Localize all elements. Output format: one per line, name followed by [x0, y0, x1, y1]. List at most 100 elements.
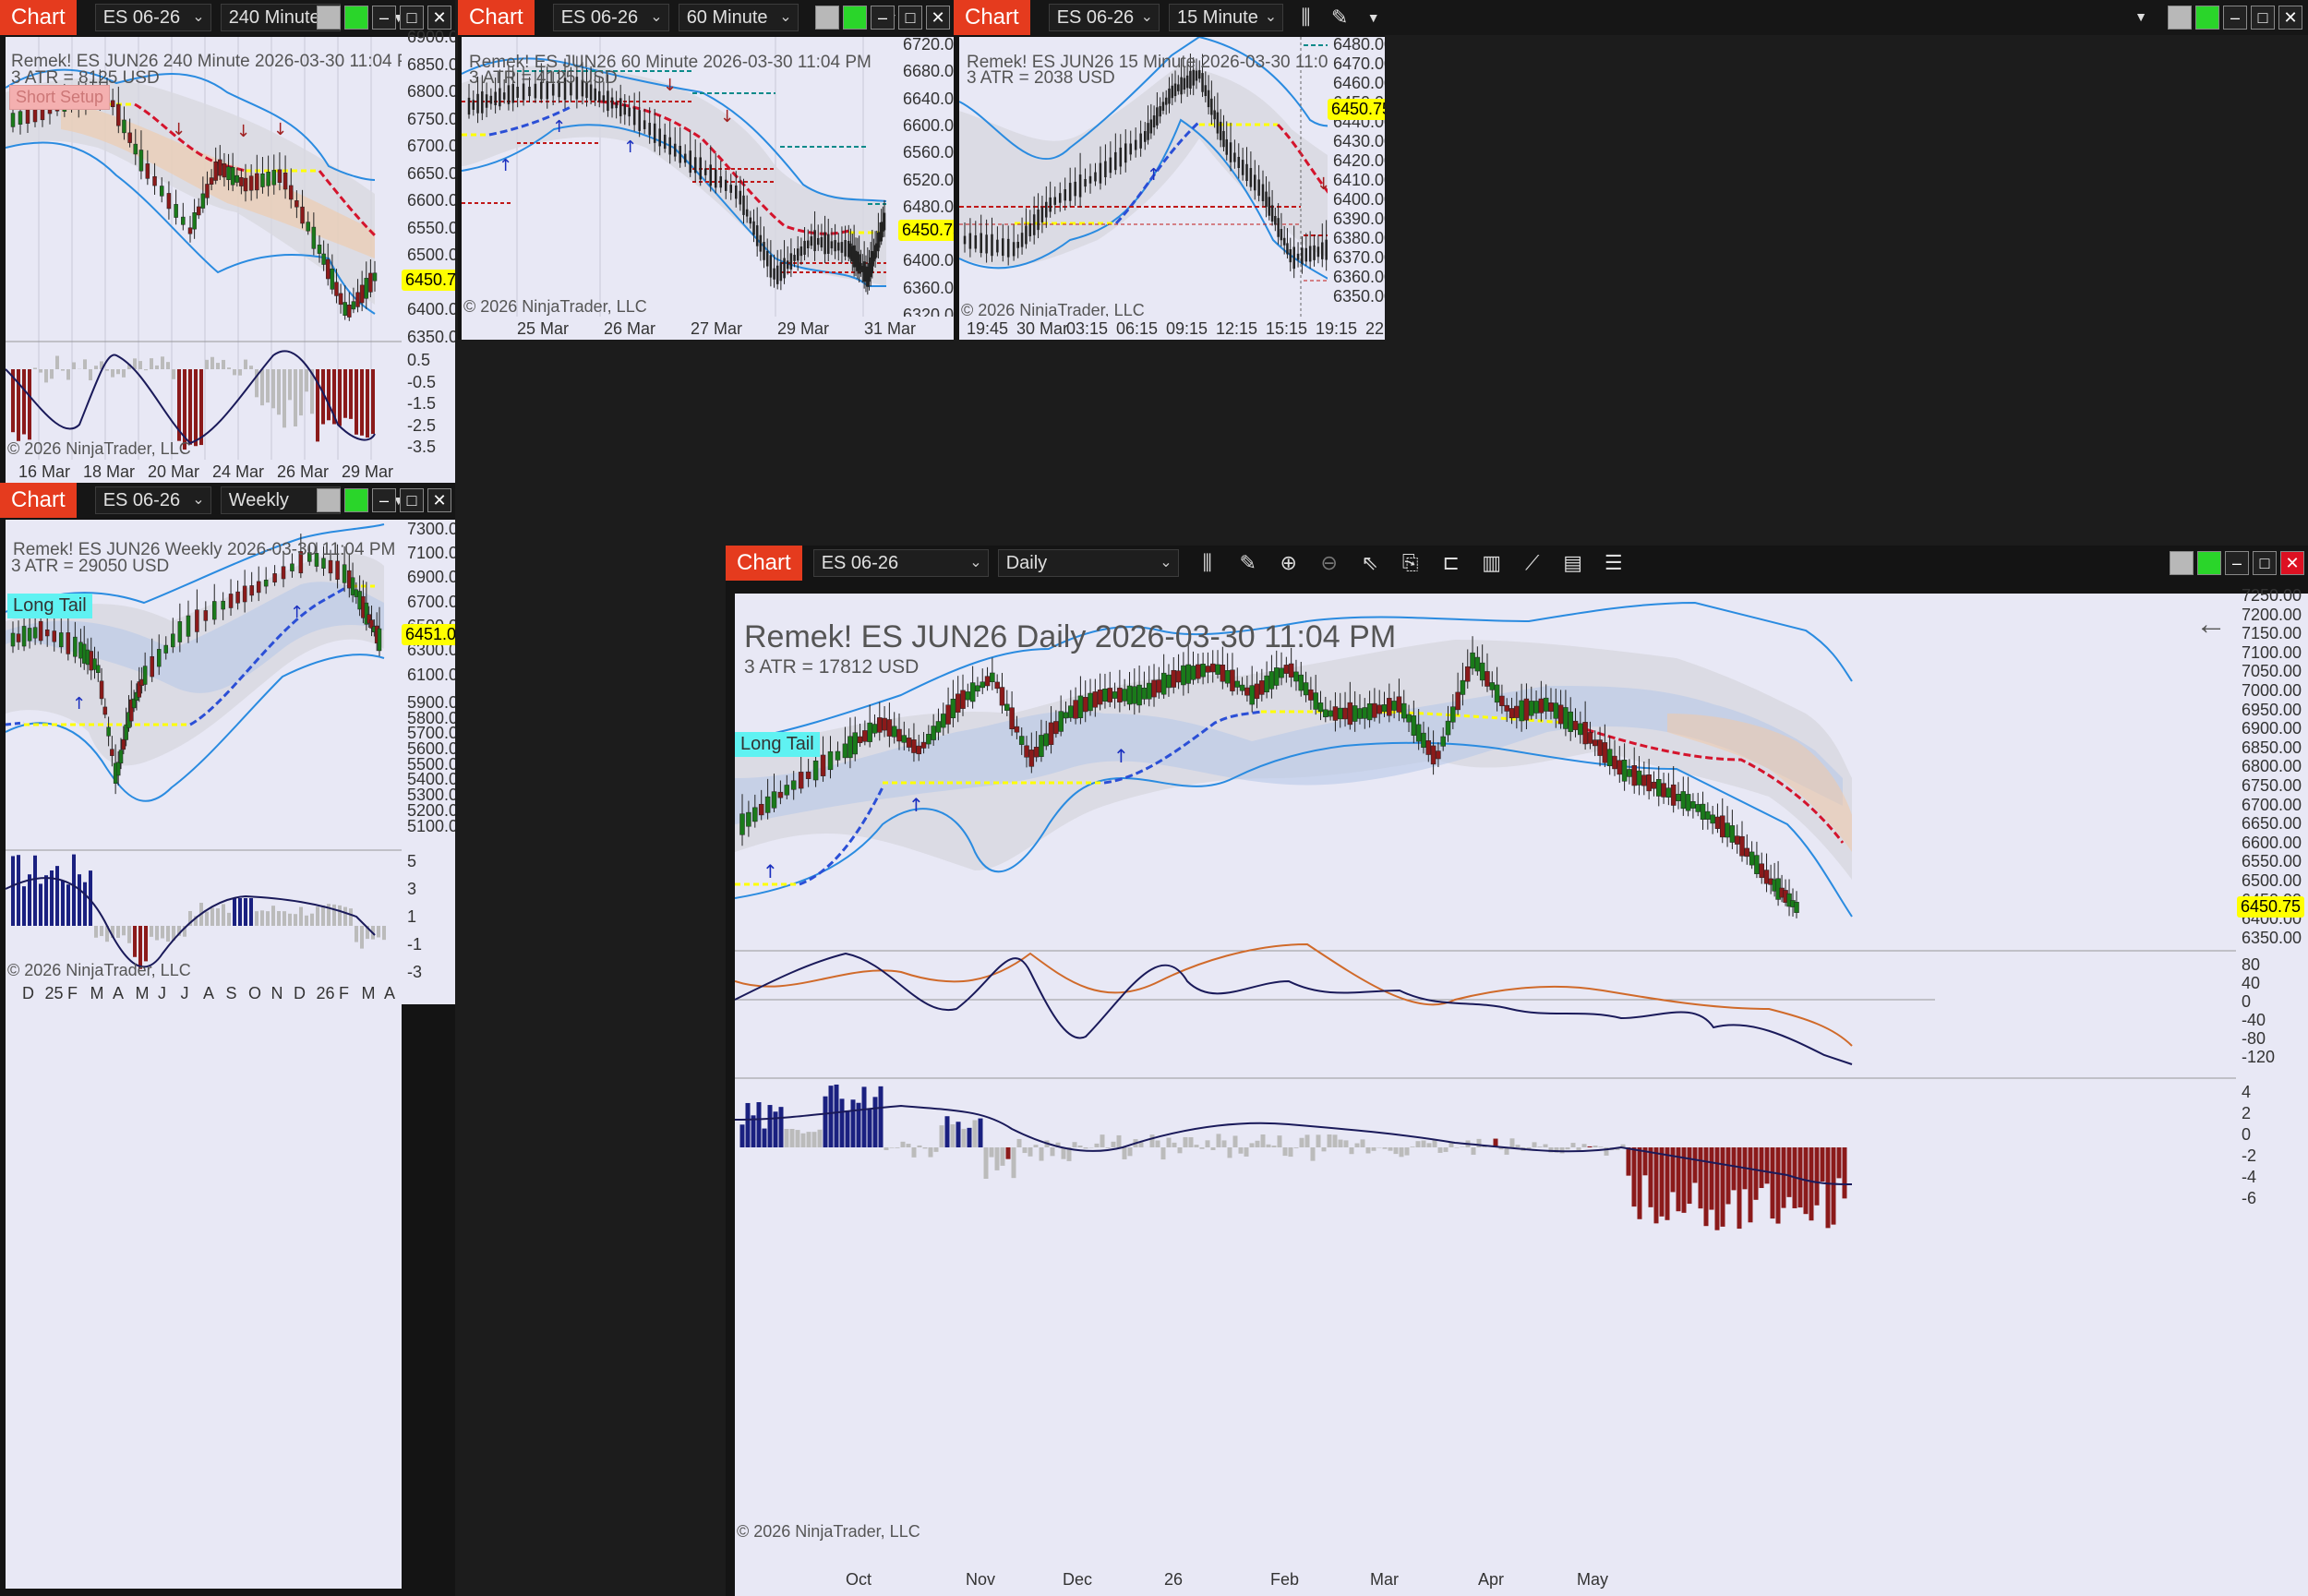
minimize-button[interactable]: – — [372, 488, 396, 512]
candle-body — [494, 91, 497, 105]
link-grey-button[interactable] — [2168, 6, 2192, 30]
list-icon[interactable]: ☰ — [1604, 551, 1623, 574]
maximize-button[interactable]: □ — [2253, 551, 2277, 575]
maximize-button[interactable]: □ — [898, 6, 922, 30]
maximize-button[interactable]: □ — [400, 6, 424, 30]
indicators-icon[interactable]: ▥ — [1482, 551, 1502, 574]
histogram-bar — [271, 369, 275, 409]
close-button[interactable]: ✕ — [2278, 6, 2302, 30]
link-grey-button[interactable] — [317, 6, 341, 30]
close-button[interactable]: ✕ — [926, 6, 950, 30]
close-button[interactable]: ✕ — [2280, 551, 2304, 575]
time-axis-tick: M — [361, 984, 376, 1002]
candle-body — [300, 206, 305, 224]
strategies-icon[interactable]: ⟋ — [1524, 551, 1540, 574]
candle-body — [1470, 652, 1475, 669]
instrument-selector[interactable]: ES 06-26 ⌄ — [552, 4, 669, 31]
minimize-button[interactable]: – — [372, 6, 396, 30]
histogram-bar — [155, 926, 159, 941]
chart-area[interactable]: ↑ ↑ Remek! ES JUN26 Weekly 2026-03-30 11… — [6, 520, 402, 1589]
histogram-bar — [1205, 1140, 1210, 1147]
instrument-selector[interactable]: ES 06-26 ⌄ — [1048, 4, 1160, 31]
link-green-button[interactable] — [344, 488, 368, 512]
histogram-bar — [1188, 1136, 1194, 1147]
candle-body — [1621, 760, 1628, 782]
candle-body — [920, 741, 927, 749]
histogram-bar — [828, 1086, 834, 1147]
link-green-button[interactable] — [2197, 551, 2221, 575]
histogram-bar — [1509, 1138, 1515, 1147]
link-green-button[interactable] — [344, 6, 368, 30]
minimize-button[interactable]: – — [2225, 551, 2249, 575]
chart-area[interactable]: ↑ ↓ Remek! ES JUN26 15 Minute 2026-03-30… — [959, 37, 1385, 319]
chart-tab[interactable]: Chart — [954, 0, 1030, 35]
histogram-bar — [33, 367, 37, 369]
instrument-selector[interactable]: ES 06-26 ⌄ — [812, 549, 989, 577]
osc-axis-tick: -3 — [407, 963, 423, 981]
instrument-selector[interactable]: ES 06-26 ⌄ — [94, 4, 211, 31]
chart-area[interactable]: ↑ ↑ ↑ Remek! ES JUN26 Daily 2026-03-30 1… — [735, 594, 2236, 1565]
time-axis: 19:45 30 Mar 03:15 06:15 09:15 12:15 15:15 19:1… — [959, 317, 1385, 340]
candle-body — [844, 240, 847, 257]
candle-body — [1602, 742, 1608, 763]
candle-body — [1436, 750, 1441, 760]
maximize-button[interactable]: □ — [400, 488, 424, 512]
chart-area[interactable]: ↓ ↓ ↓ Remek! ES JUN26 240 Minute 2026-03… — [6, 37, 423, 460]
instrument-selector[interactable]: ES 06-26 ⌄ — [94, 486, 211, 514]
link-green-button[interactable] — [2195, 6, 2219, 30]
chart-tab[interactable]: Chart — [0, 483, 77, 518]
candle-body — [699, 157, 702, 180]
interval-selector[interactable]: 15 Minute ⌄ — [1169, 4, 1284, 31]
candle-body — [830, 241, 834, 249]
candle-body — [1464, 666, 1471, 682]
candle-body — [92, 658, 97, 670]
link-green-button[interactable] — [843, 6, 867, 30]
histogram-bar — [238, 369, 242, 376]
time-axis-tick: 26 — [1164, 1570, 1184, 1589]
candle-body — [266, 172, 270, 186]
drawing-tool-icon[interactable]: ✎ — [1239, 551, 1256, 574]
time-axis: Oct Nov Dec 26 Feb Mar Apr May — [735, 1565, 2308, 1596]
drawing-tool-icon[interactable]: ✎ — [1330, 6, 1349, 29]
pointer-icon[interactable]: ⇖ — [1361, 551, 1378, 574]
data-box-icon[interactable]: ⎘ — [1401, 551, 1419, 574]
templates-icon[interactable]: ▤ — [1563, 551, 1583, 574]
bar-type-icon[interactable]: ⫼ — [1301, 6, 1311, 29]
maximize-button[interactable]: □ — [2251, 6, 2275, 30]
candle-body — [1171, 85, 1174, 99]
time-axis-tick: D — [294, 984, 306, 1002]
chart-tab[interactable]: Chart — [0, 0, 77, 35]
bar-type-icon[interactable]: ⫼ — [1202, 551, 1212, 574]
link-grey-button[interactable] — [317, 488, 341, 512]
histogram-bar — [1077, 1145, 1083, 1147]
minimize-button[interactable]: – — [871, 6, 895, 30]
time-axis-tick: 15:15 — [1266, 319, 1308, 338]
histogram-bar — [1039, 1147, 1044, 1161]
candle-body — [1229, 142, 1232, 162]
histogram-bar — [1836, 1147, 1842, 1179]
candle-body — [1048, 722, 1054, 745]
candle-body — [32, 627, 38, 639]
interval-selector[interactable]: Daily ⌄ — [997, 549, 1179, 577]
zoom-in-icon[interactable]: ⊕ — [1280, 551, 1297, 574]
candle-body — [1298, 674, 1304, 691]
close-button[interactable]: ✕ — [427, 488, 451, 512]
minimize-button[interactable]: – — [2223, 6, 2247, 30]
candle-body — [803, 240, 806, 255]
link-grey-button[interactable] — [2170, 551, 2194, 575]
close-button[interactable]: ✕ — [427, 6, 451, 30]
histogram-bar — [343, 369, 347, 418]
back-arrow-icon[interactable]: ← — [2195, 606, 2227, 642]
chevron-down-icon[interactable]: ▼ — [1366, 10, 1380, 25]
candle-body — [1109, 157, 1112, 174]
chart-tab[interactable]: Chart — [726, 546, 802, 581]
chart-tab[interactable]: Chart — [458, 0, 535, 35]
price-axis-tick: 6700.00 — [2242, 795, 2302, 814]
zoom-out-icon[interactable]: ⊖ — [1320, 551, 1338, 574]
properties-icon[interactable]: ⊏ — [1442, 551, 1460, 574]
chevron-down-icon[interactable]: ▼ — [2134, 9, 2147, 24]
chart-area[interactable]: ↑ ↑ ↑ ↓ ↓ Remek! ES JUN26 60 Minute 2026… — [462, 37, 897, 317]
candle-body — [826, 234, 830, 254]
link-grey-button[interactable] — [815, 6, 839, 30]
interval-selector[interactable]: 60 Minute ⌄ — [678, 4, 799, 31]
